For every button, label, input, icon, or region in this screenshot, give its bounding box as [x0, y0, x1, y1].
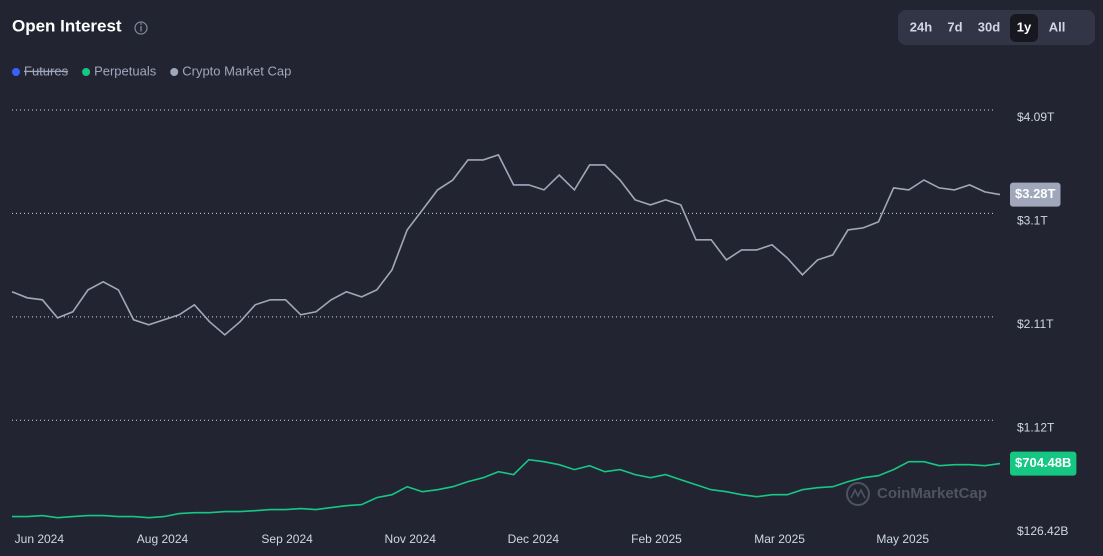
x-tick-label: May 2025 [876, 532, 929, 546]
value-label-bg [1010, 182, 1061, 207]
series-line [12, 458, 1001, 519]
series-line [11, 153, 1001, 336]
legend-marker [82, 68, 91, 76]
x-tick-label: Sep 2024 [261, 532, 313, 546]
legend-label[interactable]: Futures [24, 63, 69, 78]
x-tick-label: Nov 2024 [385, 532, 437, 546]
y-tick-label: $1.12T [1017, 420, 1055, 434]
info-icon[interactable] [134, 21, 148, 35]
value-label: $704.48B [1015, 455, 1071, 470]
watermark-text: CoinMarketCap [877, 485, 987, 502]
x-tick-label: Jun 2024 [15, 532, 65, 546]
x-tick-label: Aug 2024 [137, 532, 189, 546]
legend-label[interactable]: Crypto Market Cap [182, 63, 291, 78]
range-button[interactable]: All [1049, 19, 1066, 34]
x-tick-label: Mar 2025 [754, 532, 805, 546]
x-tick-label: Dec 2024 [508, 532, 560, 546]
x-tick-label: Feb 2025 [631, 532, 682, 546]
range-button[interactable]: 24h [910, 19, 932, 34]
y-tick-label: $2.11T [1017, 317, 1054, 331]
legend-label[interactable]: Perpetuals [94, 63, 157, 78]
range-button-bg [1010, 14, 1038, 42]
legend-marker [170, 68, 179, 76]
value-label-bg [1010, 451, 1077, 476]
chart-title: Open Interest [12, 16, 122, 35]
y-tick-label: $126.42B [1017, 524, 1068, 538]
range-button[interactable]: 7d [947, 19, 962, 34]
y-tick-label: $4.09T [1017, 110, 1055, 124]
y-tick-label: $3.1T [1017, 214, 1048, 228]
range-button[interactable]: 30d [978, 19, 1000, 34]
range-button[interactable]: 1y [1017, 19, 1032, 34]
value-label: $3.28T [1015, 186, 1056, 201]
watermark: CoinMarketCap [846, 482, 987, 506]
legend-marker [12, 68, 20, 76]
range-selector [898, 10, 1095, 45]
